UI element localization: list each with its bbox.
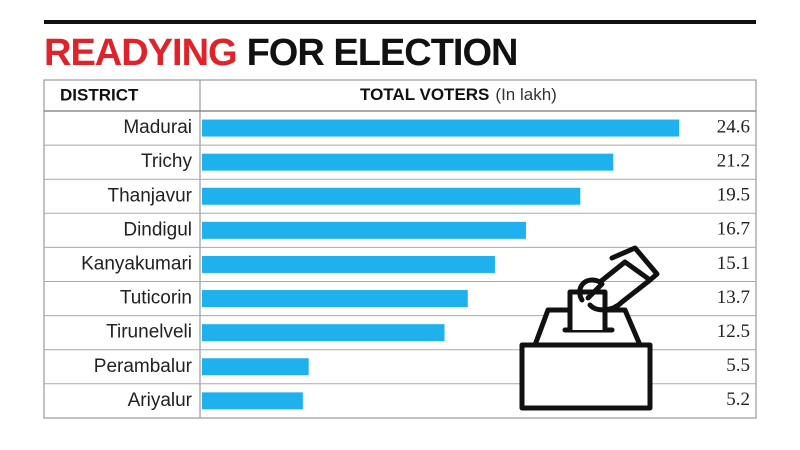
- category-label: Trichy: [141, 151, 193, 172]
- category-label: Perambalur: [94, 356, 193, 377]
- bar: [202, 153, 614, 171]
- value-header-text: TOTAL VOTERS: [360, 85, 489, 104]
- value-label: 16.7: [717, 219, 750, 240]
- category-label: Tirunelveli: [106, 322, 192, 343]
- bar: [202, 392, 303, 410]
- bar: [202, 290, 468, 308]
- table-border: [43, 79, 757, 419]
- bar: [202, 187, 581, 205]
- bar: [202, 358, 309, 376]
- value-label: 24.6: [717, 116, 750, 137]
- bar: [202, 255, 495, 273]
- category-label: Madurai: [123, 117, 192, 138]
- bar: [202, 221, 526, 239]
- value-label: 15.1: [717, 253, 750, 274]
- bar: [202, 324, 445, 342]
- value-unit: (In lakh): [495, 85, 556, 104]
- ballot-box-icon: [519, 245, 660, 411]
- bar: [202, 119, 680, 137]
- value-label: 5.5: [726, 355, 750, 376]
- value-label: 5.2: [726, 389, 750, 410]
- category-label: Tuticorin: [120, 288, 192, 309]
- title: FOR ELECTION: [247, 32, 518, 74]
- category-label: Kanyakumari: [81, 253, 192, 274]
- category-label: Dindigul: [123, 219, 192, 240]
- value-label: 13.7: [717, 287, 750, 308]
- value-label: 12.5: [717, 321, 750, 342]
- category-header: DISTRICT: [60, 85, 139, 104]
- chart-title: READYING FOR ELECTION: [44, 32, 517, 74]
- title-highlight: READYING: [44, 32, 237, 74]
- value-header: TOTAL VOTERS (In lakh): [360, 85, 557, 104]
- category-label: Ariyalur: [128, 390, 193, 411]
- value-label: 21.2: [717, 151, 750, 172]
- value-label: 19.5: [717, 185, 750, 206]
- category-label: Thanjavur: [108, 185, 193, 206]
